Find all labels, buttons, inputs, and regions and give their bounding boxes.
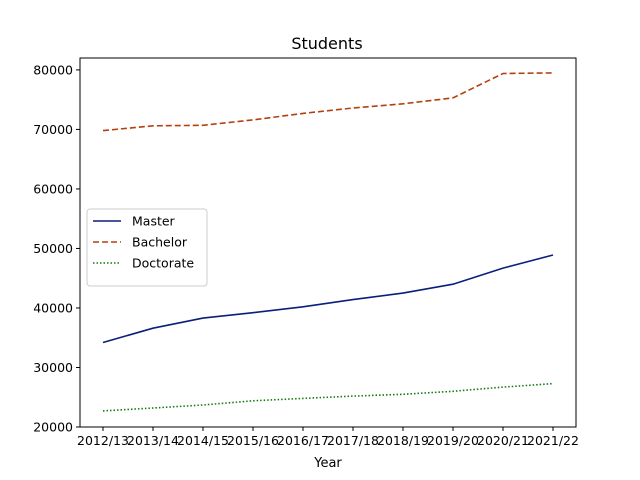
legend-label-master: Master: [132, 214, 176, 229]
y-tick-label: 60000: [33, 181, 73, 196]
plot-frame: [79, 57, 577, 428]
y-tick-label: 80000: [33, 62, 73, 77]
y-tick-label: 40000: [33, 300, 73, 315]
legend-label-bachelor: Bachelor: [132, 235, 188, 250]
legend-box: [86, 208, 208, 287]
y-tick-label: 30000: [33, 360, 73, 375]
chart-title: Students: [291, 34, 362, 53]
x-tick-label: 2016/17: [277, 433, 329, 448]
y-tick-label: 20000: [33, 420, 73, 435]
legend: Master Bachelor Doctorate: [86, 208, 208, 287]
x-axis: 2012/132013/142014/152015/162016/172017/…: [77, 427, 579, 448]
x-tick-label: 2019/20: [427, 433, 479, 448]
y-tick-label: 70000: [33, 122, 73, 137]
x-tick-label: 2015/16: [227, 433, 279, 448]
x-tick-label: 2021/22: [527, 433, 579, 448]
x-tick-label: 2018/19: [377, 433, 429, 448]
legend-label-doctorate: Doctorate: [132, 256, 194, 271]
series-line-doctorate: [102, 382, 554, 412]
y-axis: 20000 30000 40000 50000 60000 70000 80000: [33, 62, 80, 435]
x-tick-label: 2014/15: [177, 433, 229, 448]
x-axis-label: Year: [313, 456, 342, 471]
x-tick-label: 2020/21: [477, 433, 529, 448]
x-tick-label: 2017/18: [327, 433, 379, 448]
series-line-bachelor: [102, 72, 554, 132]
x-tick-label: 2012/13: [77, 433, 129, 448]
x-tick-label: 2013/14: [127, 433, 179, 448]
plot-lines: [102, 72, 554, 412]
y-tick-label: 50000: [33, 241, 73, 256]
series-line-master: [102, 254, 554, 344]
